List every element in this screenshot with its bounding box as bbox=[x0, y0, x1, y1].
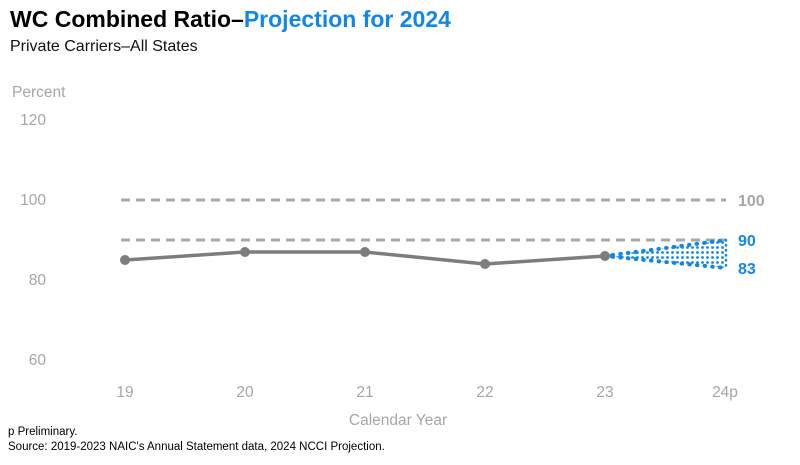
data-point-22 bbox=[480, 259, 490, 269]
y-axis-title: Percent bbox=[12, 84, 66, 101]
x-tick-20: 20 bbox=[236, 384, 254, 401]
projection-fan bbox=[605, 240, 726, 268]
footnote-preliminary: p Preliminary. bbox=[8, 426, 78, 438]
projection-vertex-dot bbox=[609, 253, 615, 259]
data-point-20 bbox=[240, 247, 250, 257]
data-point-21 bbox=[360, 247, 370, 257]
x-tick-21: 21 bbox=[356, 384, 373, 401]
x-axis-title: Calendar Year bbox=[349, 412, 447, 429]
y-tick-80: 80 bbox=[29, 272, 47, 289]
y-tick-100: 100 bbox=[20, 192, 46, 209]
footnote-source: Source: 2019-2023 NAIC's Annual Statemen… bbox=[8, 441, 385, 453]
data-point-23 bbox=[600, 251, 610, 261]
y-tick-120: 120 bbox=[20, 112, 46, 129]
y-tick-60: 60 bbox=[29, 352, 47, 369]
chart-subtitle: Private Carriers–All States bbox=[10, 38, 198, 55]
page-title: WC Combined Ratio–Projection for 2024 bbox=[10, 6, 451, 33]
data-point-19 bbox=[120, 255, 130, 265]
x-tick-22: 22 bbox=[476, 384, 493, 401]
x-tick-19: 19 bbox=[116, 384, 133, 401]
right-label-100: 100 bbox=[738, 193, 765, 210]
x-tick-24p: 24p bbox=[712, 384, 738, 401]
projection-fan-top-edge bbox=[603, 238, 728, 258]
title-black-segment: WC Combined Ratio– bbox=[10, 6, 244, 32]
right-label-83: 83 bbox=[738, 261, 756, 278]
x-tick-23: 23 bbox=[596, 384, 613, 401]
title-blue-segment: Projection for 2024 bbox=[243, 6, 451, 32]
right-label-90: 90 bbox=[738, 233, 756, 250]
projection-fan-bottom-edge bbox=[603, 254, 728, 270]
